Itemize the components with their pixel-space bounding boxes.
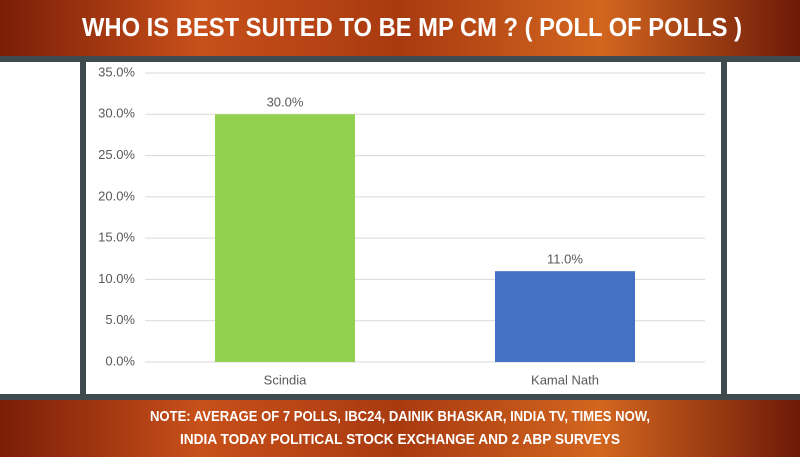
- x-tick-label: Scindia: [264, 372, 307, 387]
- y-tick-label: 20.0%: [98, 188, 135, 203]
- data-label: 30.0%: [267, 95, 304, 110]
- y-tick-label: 15.0%: [98, 230, 135, 245]
- y-tick-label: 25.0%: [98, 147, 135, 162]
- chart-title: WHO IS BEST SUITED TO BE MP CM ? ( POLL …: [82, 12, 742, 42]
- title-banner: [0, 0, 800, 56]
- data-label: 11.0%: [547, 252, 583, 267]
- x-tick-label: Kamal Nath: [531, 372, 599, 387]
- y-tick-label: 5.0%: [105, 312, 135, 327]
- y-tick-label: 0.0%: [105, 353, 135, 368]
- plot: 0.0% 5.0% 10.0% 15.0% 20.0% 25.0% 30.0% 35.0% 30…: [98, 64, 705, 387]
- divider: [0, 394, 800, 400]
- frame-left: [80, 62, 86, 400]
- note: NOTE: AVERAGE OF 7 POLLS, IBC24, DAINIK …: [150, 408, 650, 425]
- y-tick-label: 10.0%: [98, 271, 135, 286]
- bar: [215, 114, 355, 363]
- note-banner: [0, 400, 800, 457]
- note: INDIA TODAY POLITICAL STOCK EXCHANGE AND…: [180, 431, 620, 448]
- frame-right: [721, 62, 727, 400]
- bar: [495, 271, 635, 362]
- divider: [0, 56, 800, 62]
- y-tick-label: 35.0%: [98, 64, 135, 79]
- y-tick-label: 30.0%: [98, 106, 135, 121]
